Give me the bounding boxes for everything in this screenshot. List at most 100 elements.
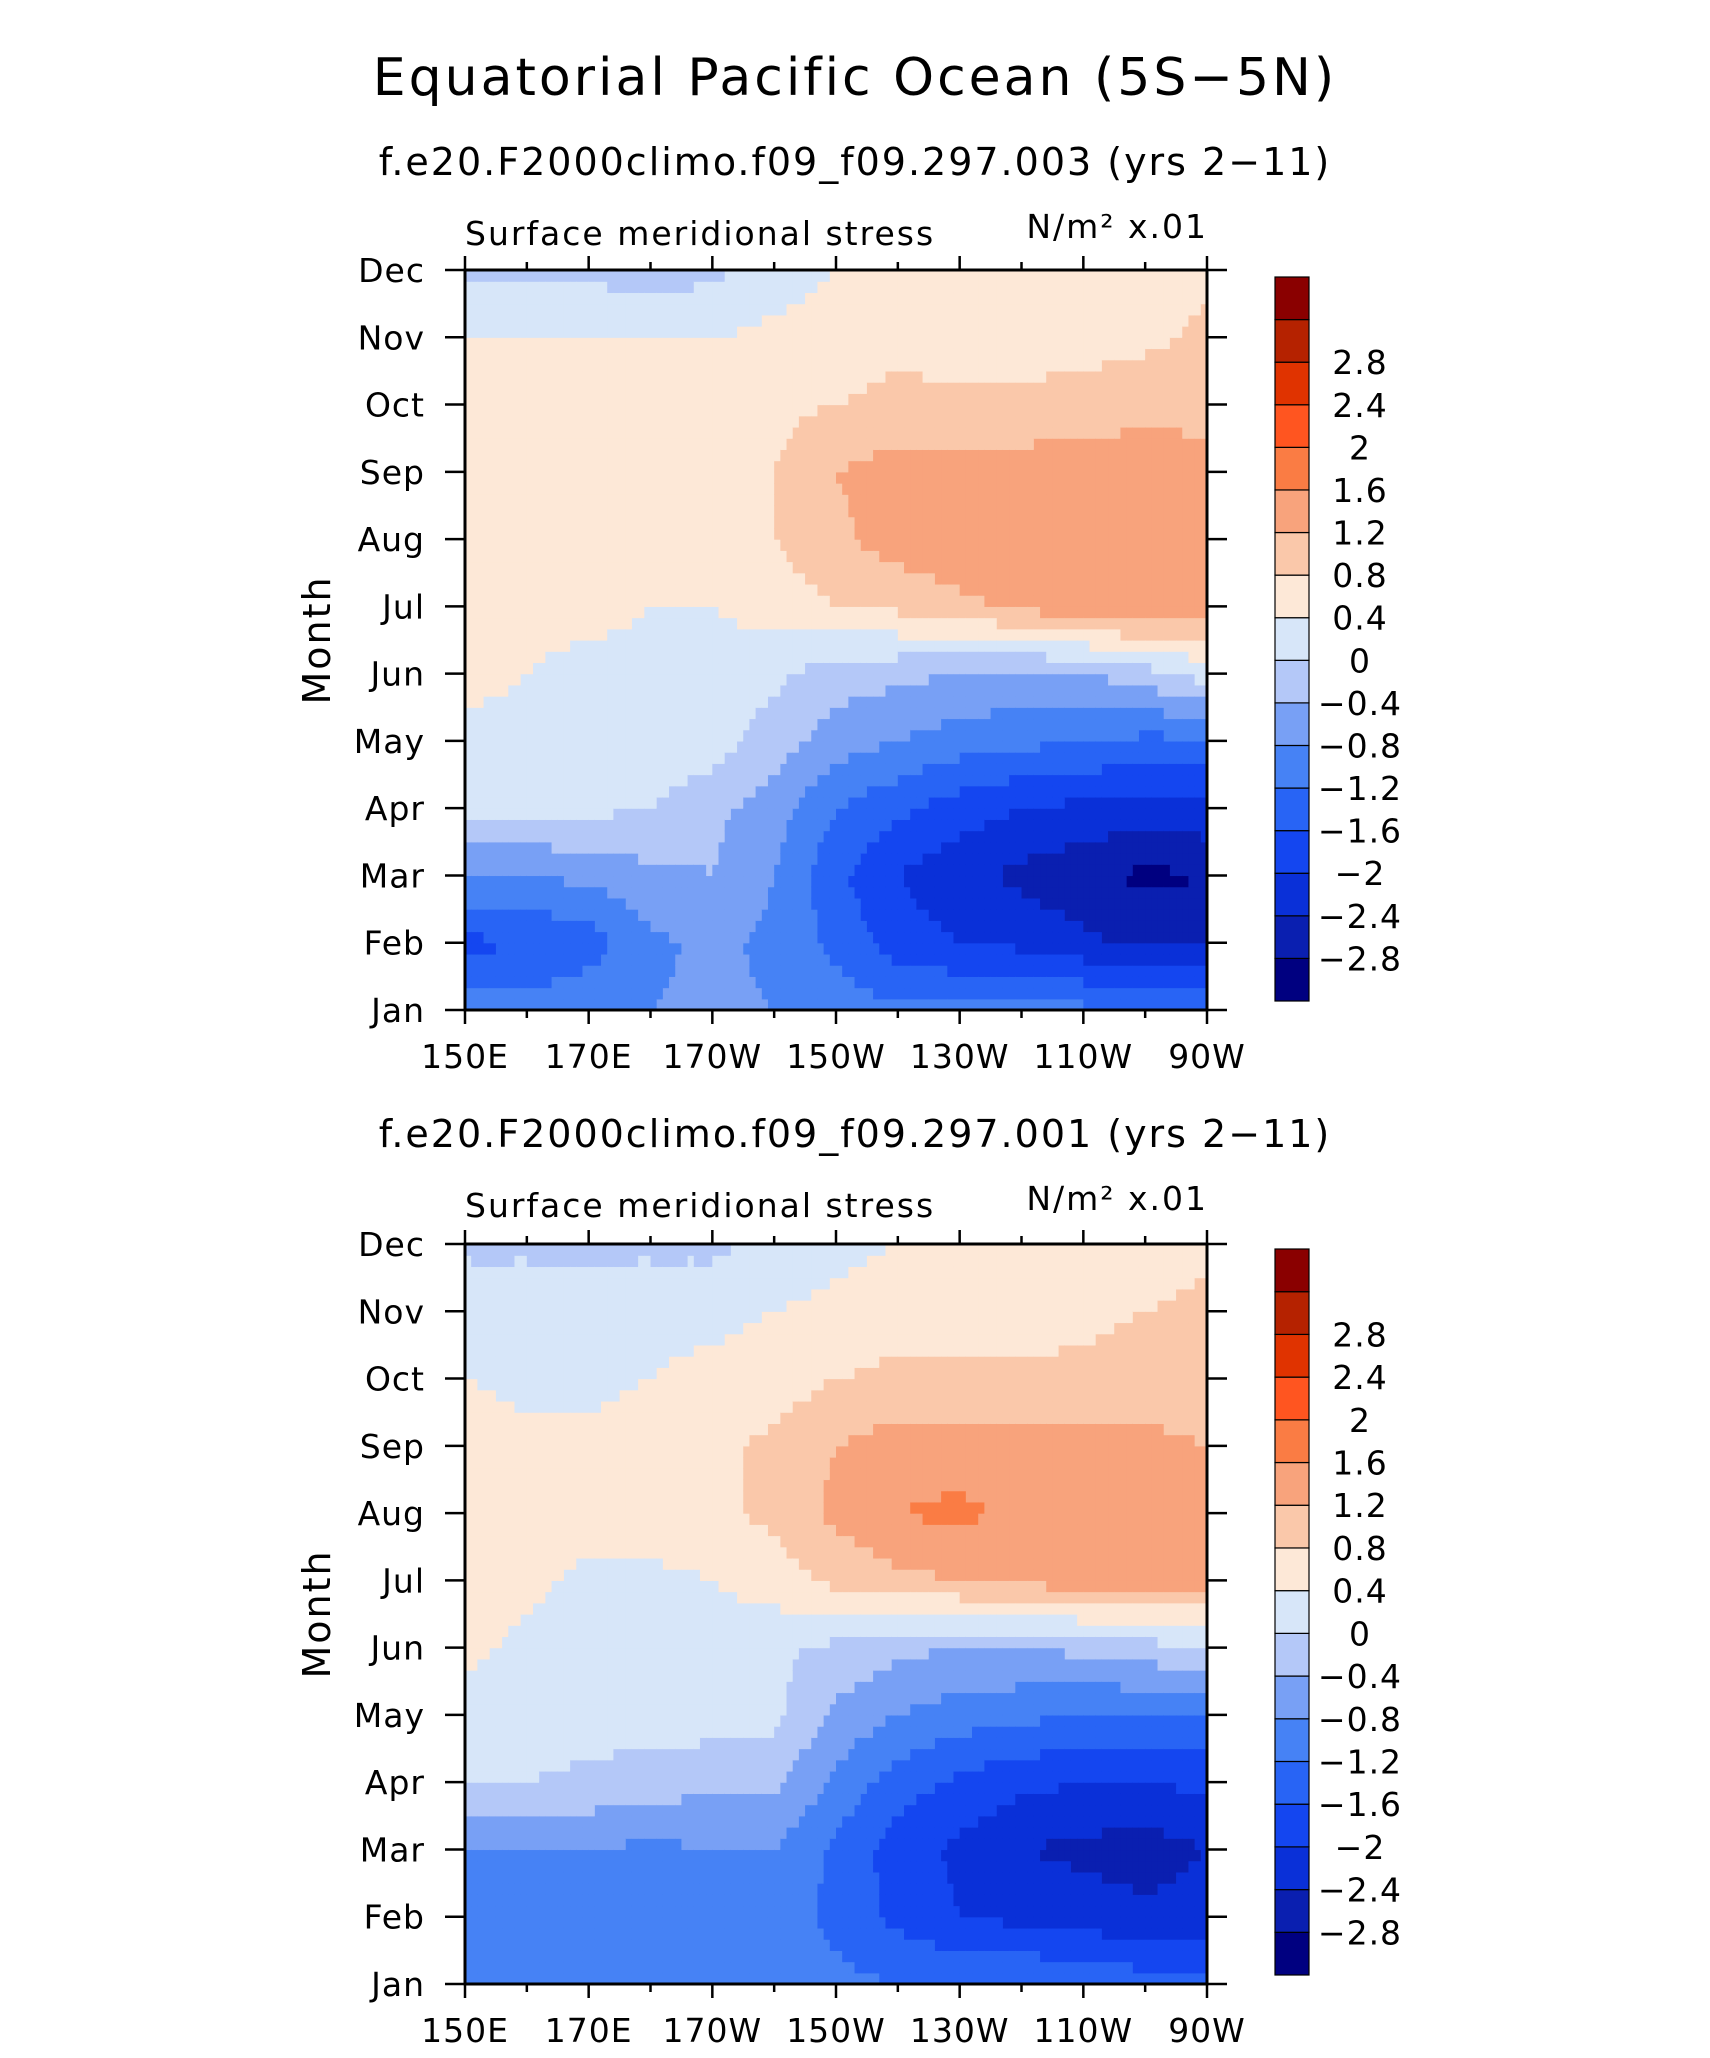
contour-cell — [681, 976, 688, 988]
contour-cell — [576, 718, 583, 730]
contour-cell — [712, 461, 719, 473]
contour-cell — [817, 898, 824, 910]
contour-cell — [855, 932, 862, 944]
contour-cell — [638, 562, 645, 574]
contour-cell — [836, 416, 843, 428]
contour-cell — [805, 831, 812, 843]
contour-cell — [780, 528, 787, 540]
contour-cell — [502, 618, 509, 630]
contour-cell — [725, 831, 732, 843]
contour-cell — [514, 640, 521, 652]
contour-cell — [651, 337, 658, 349]
contour-cell — [712, 337, 719, 349]
contour-cell — [657, 405, 664, 417]
contour-cell — [539, 932, 546, 944]
contour-cell — [756, 752, 763, 764]
contour-cell — [898, 405, 905, 417]
contour-cell — [496, 819, 503, 831]
contour-cell — [490, 920, 497, 932]
contour-cell — [675, 696, 682, 708]
contour-cell — [885, 371, 892, 383]
contour-cell — [694, 618, 701, 630]
contour-cell — [848, 819, 855, 831]
contour-cell — [589, 864, 596, 876]
contour-cell — [490, 662, 497, 674]
contour-cell — [799, 562, 806, 574]
contour-cell — [867, 539, 874, 551]
contour-cell — [508, 965, 515, 977]
contour-cell — [743, 954, 750, 966]
contour-cell — [620, 505, 627, 517]
contour-cell — [706, 696, 713, 708]
contour-cell — [632, 988, 639, 1000]
contour-cell — [595, 382, 602, 394]
contour-cell — [737, 494, 744, 506]
contour-cell — [595, 416, 602, 428]
contour-cell — [817, 304, 824, 316]
contour-cell — [638, 573, 645, 585]
contour-cell — [675, 348, 682, 360]
contour-cell — [706, 573, 713, 585]
contour-cell — [885, 875, 892, 887]
contour-cell — [514, 292, 521, 304]
contour-cell — [638, 898, 645, 910]
contour-cell — [681, 988, 688, 1000]
contour-cell — [780, 371, 787, 383]
contour-cell — [669, 853, 676, 865]
contour-cell — [898, 775, 905, 787]
contour-cell — [842, 797, 849, 809]
contour-cell — [595, 292, 602, 304]
contour-cell — [749, 449, 756, 461]
contour-cell — [749, 539, 756, 551]
contour-cell — [910, 909, 917, 921]
contour-cell — [743, 472, 750, 484]
contour-cell — [589, 853, 596, 865]
contour-cell — [595, 954, 602, 966]
contour-cell — [675, 685, 682, 697]
contour-cell — [484, 674, 491, 686]
contour-cell — [632, 573, 639, 585]
contour-cell — [873, 685, 880, 697]
contour-cell — [719, 292, 726, 304]
contour-cell — [867, 819, 874, 831]
contour-cell — [657, 707, 664, 719]
contour-cell — [743, 517, 750, 529]
contour-cell — [867, 864, 874, 876]
contour-cell — [663, 281, 670, 293]
contour-cell — [743, 775, 750, 787]
contour-cell — [879, 887, 886, 899]
contour-cell — [842, 943, 849, 955]
contour-cell — [725, 550, 732, 562]
contour-cell — [743, 483, 750, 495]
contour-cell — [570, 438, 577, 450]
contour-cell — [824, 461, 831, 473]
contour-cell — [508, 662, 515, 674]
contour-cell — [496, 393, 503, 405]
contour-cell — [793, 988, 800, 1000]
contour-cell — [576, 875, 583, 887]
contour-cell — [514, 685, 521, 697]
contour-cell — [484, 584, 491, 596]
contour-cell — [731, 494, 738, 506]
contour-cell — [613, 730, 620, 742]
contour-cell — [502, 685, 509, 697]
contour-cell — [842, 618, 849, 630]
contour-cell — [706, 775, 713, 787]
contour-cell — [681, 438, 688, 450]
contour-cell — [477, 797, 484, 809]
contour-cell — [885, 629, 892, 641]
contour-cell — [836, 685, 843, 697]
contour-cell — [669, 550, 676, 562]
contour-cell — [644, 573, 651, 585]
contour-cell — [601, 640, 608, 652]
contour-cell — [768, 976, 775, 988]
contour-cell — [910, 797, 917, 809]
contour-cell — [490, 315, 497, 327]
contour-cell — [484, 696, 491, 708]
contour-cell — [477, 618, 484, 630]
contour-cell — [793, 898, 800, 910]
contour-cell — [910, 483, 917, 495]
contour-cell — [545, 494, 552, 506]
contour-cell — [768, 360, 775, 372]
contour-cell — [793, 449, 800, 461]
